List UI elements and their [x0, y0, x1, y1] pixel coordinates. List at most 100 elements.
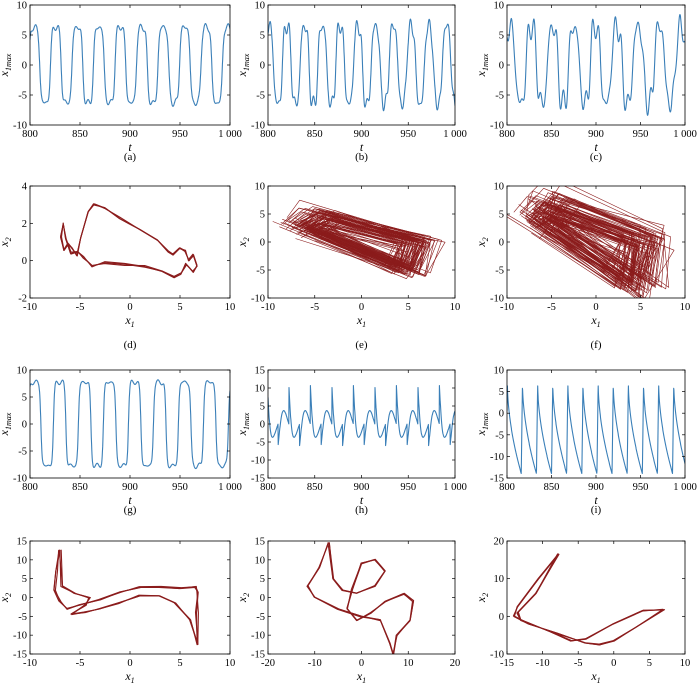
panel-caption: (e)	[355, 339, 368, 351]
panel-caption: (i)	[591, 504, 602, 516]
y-tick-label: 0	[260, 593, 265, 604]
series-line-d-2	[60, 204, 198, 277]
y-tick-label: 10	[494, 366, 505, 377]
series-line-j-1	[54, 549, 199, 646]
y-tick-label: -5	[18, 612, 27, 623]
x-tick-label: -5	[310, 302, 319, 313]
x-axis-label: x1	[356, 669, 366, 685]
x-tick-label: -5	[76, 302, 85, 313]
x-tick-label: 10	[225, 302, 236, 313]
series-line-k-2	[307, 542, 414, 654]
x-axis-label: x1	[124, 313, 134, 329]
series-line-g-0	[30, 379, 230, 470]
x-tick-label: 0	[611, 658, 616, 669]
y-tick-label: 5	[499, 387, 504, 398]
panel-caption: (h)	[355, 504, 368, 516]
y-tick-label: 10	[494, 1, 505, 12]
y-tick-label: 5	[260, 574, 265, 585]
series-line-j-2	[53, 549, 199, 645]
x-tick-label: 1 000	[673, 129, 697, 140]
x-tick-label: 5	[647, 658, 652, 669]
x-tick-label: 950	[400, 129, 416, 140]
y-tick-label: -15	[13, 650, 27, 661]
x-tick-label: -5	[76, 658, 85, 669]
y-axis-label: x2	[0, 593, 13, 603]
y-tick-label: 0	[499, 61, 504, 72]
x-tick-label: 900	[122, 482, 138, 493]
panel-caption: (d)	[124, 339, 137, 351]
x-axis-label: t	[594, 140, 598, 154]
y-tick-label: -5	[256, 266, 265, 277]
y-tick-label: 5	[260, 31, 265, 42]
x-tick-label: 800	[22, 482, 38, 493]
x-tick-label: 900	[122, 129, 138, 140]
y-tick-label: -5	[495, 266, 504, 277]
x-tick-label: 0	[359, 658, 364, 669]
x-tick-label: 1 000	[443, 482, 467, 493]
x-tick-label: 950	[172, 129, 188, 140]
y-tick-label: 0	[499, 612, 504, 623]
y-tick-label: 0	[22, 420, 27, 431]
x-tick-label: 850	[72, 129, 88, 140]
x-tick-label: 0	[359, 302, 364, 313]
series-line-a-0	[30, 23, 230, 107]
x-tick-label: 5	[177, 658, 182, 669]
y-tick-label: 10	[17, 366, 28, 377]
y-tick-label: -15	[251, 474, 265, 485]
series-line-d-0	[60, 203, 198, 279]
x-tick-label: 900	[354, 129, 370, 140]
y-tick-label: 5	[260, 210, 265, 221]
x-tick-label: -10	[500, 302, 514, 313]
y-tick-label: 10	[17, 1, 28, 12]
y-tick-label: -5	[18, 91, 27, 102]
x-axis-label: x1	[590, 313, 600, 329]
x-tick-label: -5	[574, 658, 583, 669]
y-axis-label: x2	[474, 237, 490, 247]
y-tick-label: 2	[22, 219, 27, 230]
x-tick-label: -5	[547, 302, 556, 313]
series-line-f-79	[530, 211, 639, 291]
y-tick-label: -15	[490, 474, 504, 485]
panel-d: -10 -5 0 5 10 -2 0 2 4 x1 x2 (d)	[0, 182, 235, 352]
x-axis-label: t	[128, 493, 132, 507]
series-line-k-1	[306, 542, 415, 654]
series-line-c-0	[507, 14, 685, 116]
plot-frame-b	[267, 4, 456, 126]
x-tick-label: 800	[499, 129, 515, 140]
panel-caption: (b)	[355, 151, 368, 163]
x-tick-label: 950	[172, 482, 188, 493]
series-line-e-53	[315, 215, 432, 267]
series-line-f-69	[551, 205, 633, 272]
y-tick-label: -5	[495, 91, 504, 102]
x-axis-label: x1	[124, 669, 134, 685]
y-axis-label: x1max	[235, 412, 251, 436]
x-tick-label: 850	[307, 129, 323, 140]
plot-frame-k	[267, 540, 456, 655]
x-tick-label: 800	[260, 129, 276, 140]
y-axis-label: x1max	[235, 53, 251, 77]
x-tick-label: 10	[403, 658, 414, 669]
series-line-j-0	[53, 549, 199, 646]
y-tick-label: -10	[251, 631, 265, 642]
series-line-f-75	[526, 201, 644, 298]
y-tick-label: 10	[255, 555, 266, 566]
series-line-f-64	[535, 198, 641, 267]
y-axis-label: x2	[235, 593, 251, 603]
y-tick-label: 15	[255, 366, 266, 377]
series-line-f-66	[540, 211, 637, 282]
x-tick-label: -10	[261, 302, 275, 313]
y-tick-label: 15	[17, 537, 28, 548]
series-line-f-51	[513, 196, 649, 289]
panel-caption: (a)	[124, 151, 137, 163]
x-tick-label: 900	[354, 482, 370, 493]
x-tick-label: 850	[544, 482, 560, 493]
y-tick-label: -10	[13, 631, 27, 642]
y-tick-label: -5	[256, 612, 265, 623]
x-tick-label: 800	[499, 482, 515, 493]
y-tick-label: 20	[494, 537, 505, 548]
x-tick-label: 850	[72, 482, 88, 493]
y-tick-label: -2	[18, 294, 27, 305]
panel-f: -10 -5 0 5 10 -10 -5 0 5 10 x1 x2 (f)	[474, 182, 690, 352]
